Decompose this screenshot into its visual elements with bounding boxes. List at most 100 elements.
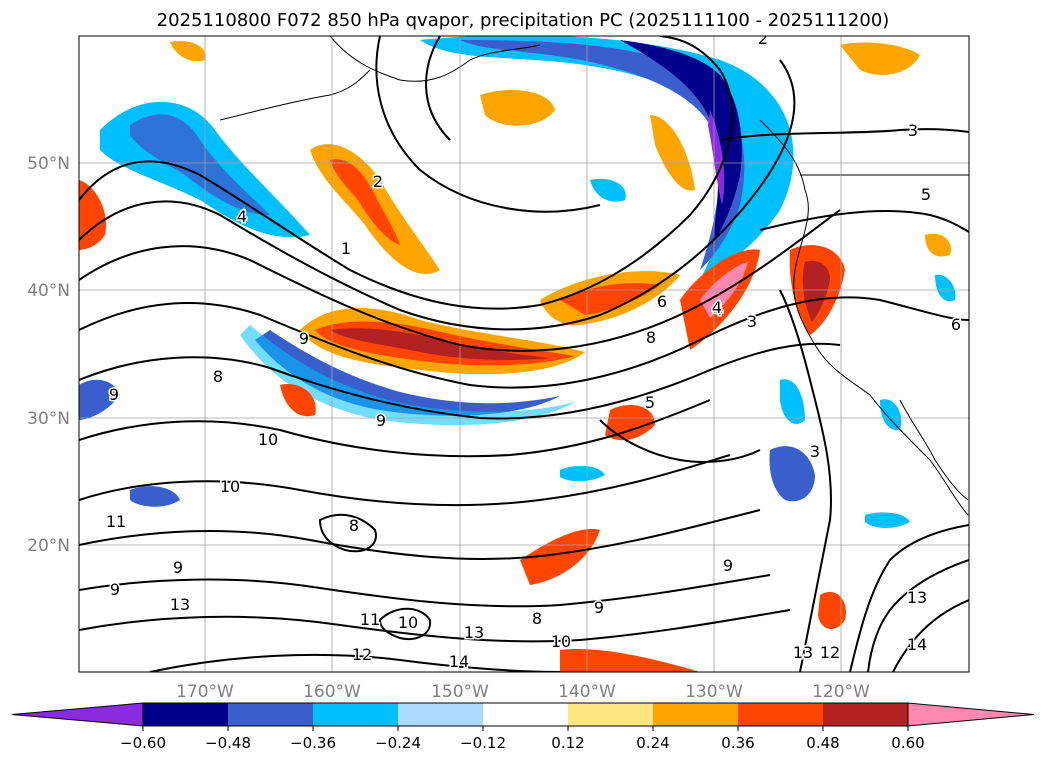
nw-negative-core (130, 114, 270, 215)
contour-label: 9 (109, 385, 119, 404)
colorbar-tick-label: −0.36 (290, 734, 336, 752)
latitude-label: 40°N (27, 281, 70, 301)
contour-label: 10 (258, 430, 278, 449)
contour-label: 6 (951, 315, 961, 334)
contour-label: 13 (464, 623, 484, 642)
positive-patch (520, 529, 600, 585)
negative-patch (560, 465, 605, 482)
negative-patch (880, 399, 902, 431)
contour-line (79, 509, 761, 560)
longitude-label: 150°W (431, 682, 489, 702)
contour-label: 9 (173, 558, 183, 577)
contour-label: 2 (758, 29, 768, 48)
contour-line (849, 524, 969, 672)
longitude-label: 120°W (812, 682, 870, 702)
positive-patch-core (330, 159, 400, 245)
contour-label: 2 (373, 172, 383, 191)
negative-patch (769, 446, 815, 502)
contour-line (79, 342, 841, 420)
contour-line (892, 599, 969, 672)
contour-label: 4 (237, 207, 247, 226)
contour-label: 8 (646, 328, 656, 347)
north-america-coast (759, 119, 969, 516)
contour-label: 8 (349, 516, 359, 535)
contour-label: 9 (376, 411, 386, 430)
colorbar: −0.60 −0.48 −0.36 −0.24 −0.12 0.12 0.24 0.36 0.4… (11, 702, 1035, 752)
colorbar-extend-max (907, 702, 1035, 727)
contour-label: 14 (907, 635, 927, 654)
latitude-labels: 50°N 40°N 30°N 20°N (27, 154, 70, 556)
contour-label: 8 (213, 367, 223, 386)
negative-patch (590, 178, 626, 202)
map-frame (78, 35, 970, 673)
alaska-coast (329, 36, 541, 82)
contour-label: 1 (341, 239, 351, 258)
longitude-labels: 170°W 160°W 150°W 140°W 130°W 120°W (176, 682, 870, 702)
colorbar-frame (142, 702, 909, 727)
contour-label: 13 (170, 595, 190, 614)
contour-line (79, 209, 841, 352)
coastlines (219, 36, 969, 516)
contour-label: 5 (921, 185, 931, 204)
positive-patch-core (802, 260, 830, 322)
qvapor-contours (79, 36, 969, 672)
longitude-label: 130°W (685, 682, 743, 702)
low-arc-purple (708, 110, 725, 205)
latitude-label: 30°N (27, 409, 70, 429)
positive-patch (560, 649, 700, 672)
contour-label: 10 (398, 613, 418, 632)
longitude-label: 160°W (303, 682, 361, 702)
colorbar-tick-label: 0.24 (636, 734, 669, 752)
negative-patch (130, 486, 180, 507)
colorbar-segment (738, 703, 823, 726)
contour-line (719, 128, 969, 141)
colorbar-tick-label: 0.60 (891, 734, 924, 752)
contour-line (79, 574, 771, 608)
colorbar-extend-min (11, 702, 144, 727)
longitude-label: 140°W (558, 682, 616, 702)
contour-label: 3 (810, 442, 820, 461)
contour-line (149, 653, 561, 672)
low-arc-core (620, 40, 742, 245)
colorbar-tick-label: 0.36 (721, 734, 754, 752)
contour-line (599, 419, 761, 463)
contour-line (79, 36, 734, 310)
contour-label: 12 (352, 645, 372, 664)
latitude-label: 20°N (27, 536, 70, 556)
contour-label: 10 (220, 477, 240, 496)
colorbar-tick-label: −0.12 (460, 734, 506, 752)
negative-patch (79, 379, 120, 420)
contour-label: 5 (645, 393, 655, 412)
negative-patch (865, 512, 910, 528)
positive-patch (170, 40, 206, 62)
contour-line (759, 209, 969, 233)
longitude-label: 170°W (176, 682, 234, 702)
contour-line (425, 36, 451, 141)
contour-label: 6 (657, 292, 667, 311)
contour-label: 11 (106, 512, 126, 531)
colorbar-tick-label: 0.12 (551, 734, 584, 752)
contour-label: 9 (723, 556, 733, 575)
colorbar-segment (653, 703, 738, 726)
colorbar-segment (313, 703, 398, 726)
latitude-label: 50°N (27, 154, 70, 174)
negative-patch (935, 274, 956, 302)
bering-coast (219, 69, 371, 121)
positive-patch (925, 233, 951, 257)
positive-patch (480, 90, 555, 126)
positive-band-peak (330, 328, 550, 360)
positive-patch-core (560, 283, 660, 315)
contour-line (79, 59, 796, 331)
contour-label: 8 (532, 609, 542, 628)
colorbar-segment (143, 703, 228, 726)
negative-band-edge (240, 325, 575, 426)
contour-label: 4 (712, 298, 722, 317)
contour-line (79, 609, 791, 643)
contour-line (867, 559, 969, 672)
colorbar-tick-label: 0.48 (806, 734, 839, 752)
positive-patch (605, 405, 655, 441)
contour-line (79, 296, 969, 389)
